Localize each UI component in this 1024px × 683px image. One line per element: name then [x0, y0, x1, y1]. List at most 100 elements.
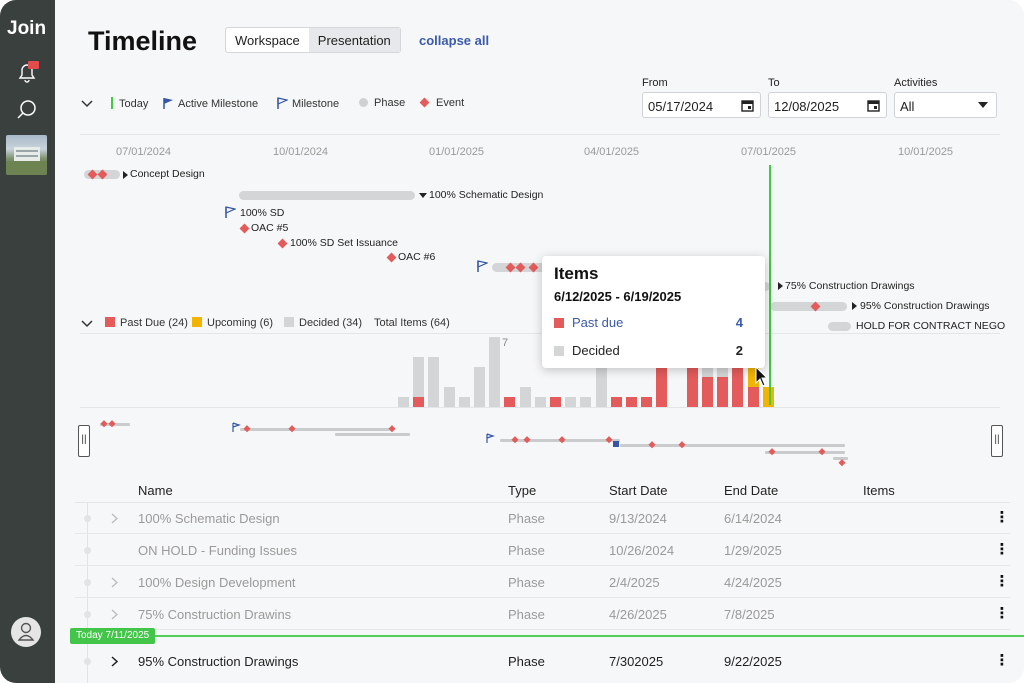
phase-bar-cd95[interactable] [770, 302, 847, 311]
chart-bar-decided[interactable] [428, 357, 440, 407]
event-marker[interactable] [239, 223, 250, 234]
row-start: 7/302025 [609, 654, 664, 669]
chart-bar-decided[interactable] [565, 397, 577, 407]
chart-bar-past_due[interactable] [747, 387, 759, 407]
kebab-menu-icon[interactable]: ⋮ [994, 541, 1010, 558]
timeline-label-concept[interactable]: Concept Design [130, 168, 205, 180]
kebab-menu-icon[interactable]: ⋮ [994, 652, 1010, 669]
axis-tick: 07/01/2025 [741, 146, 797, 158]
chart-bar-past_due[interactable] [656, 367, 668, 407]
row-end: 4/24/2025 [724, 575, 782, 590]
to-date-input[interactable]: 12/08/2025 [768, 92, 887, 118]
chart-bar-past_due[interactable] [717, 377, 729, 407]
bell-icon[interactable] [14, 60, 40, 86]
calendar-icon[interactable] [867, 99, 880, 112]
table-row[interactable]: 75% Construction Drawins Phase 4/26/2025… [75, 598, 1010, 630]
chart-bar-past_due[interactable] [550, 397, 561, 407]
chart-bar-past_due[interactable] [641, 397, 653, 407]
chart-bar-decided[interactable] [398, 397, 409, 407]
axis-tick: 04/01/2025 [584, 146, 640, 158]
timeline-label-hold[interactable]: HOLD FOR CONTRACT NEGO [856, 320, 1006, 332]
timeline-label-oac6[interactable]: OAC #6 [398, 251, 436, 263]
project-thumbnail[interactable] [6, 135, 47, 175]
col-header-type[interactable]: Type [508, 483, 537, 498]
chart-bar-decided[interactable] [717, 367, 729, 377]
event-marker[interactable] [386, 252, 397, 263]
chart-bar-past_due[interactable] [413, 397, 425, 407]
phase-bar-hold[interactable] [828, 322, 851, 331]
chart-bar-past_due[interactable] [702, 377, 713, 407]
tab-workspace[interactable]: Workspace [235, 33, 300, 48]
chevron-right-icon[interactable] [111, 577, 118, 588]
milestone-flag-icon[interactable] [224, 206, 236, 218]
chart-bar-past_due[interactable] [732, 367, 744, 407]
axis-tick: 10/01/2025 [898, 146, 954, 158]
col-header-name[interactable]: Name [138, 483, 173, 498]
tab-presentation[interactable]: Presentation [308, 28, 400, 52]
brand-logo: Join [7, 18, 47, 39]
legend-milestone: Milestone [276, 97, 339, 110]
event-marker[interactable] [277, 238, 288, 249]
chart-bar-decided[interactable] [534, 397, 546, 407]
chart-bar-decided[interactable] [580, 397, 592, 407]
tooltip-row-past-due[interactable]: Past due [554, 315, 623, 330]
axis-tick: 01/01/2025 [429, 146, 485, 158]
legend-event: Event [419, 97, 464, 109]
chevron-down-icon[interactable] [80, 98, 94, 110]
chart-bar-decided[interactable] [702, 367, 713, 377]
timeline-label-schematic[interactable]: 100% Schematic Design [429, 189, 544, 201]
chart-bar-past_due[interactable] [626, 397, 637, 407]
collapse-all-link[interactable]: collapse all [419, 33, 490, 48]
activities-value: All [900, 99, 915, 114]
legend-milestone-label: Milestone [292, 98, 340, 110]
timeline-label-cd75[interactable]: 75% Construction Drawings [785, 280, 915, 292]
chart-bar-past_due[interactable] [686, 367, 698, 407]
milestone-flag-icon[interactable] [476, 260, 488, 272]
table-row[interactable]: ON HOLD - Funding Issues Phase 10/26/202… [75, 534, 1010, 566]
user-avatar[interactable] [11, 617, 41, 647]
timeline-minimap[interactable] [95, 418, 985, 470]
chevron-right-icon[interactable] [111, 656, 118, 667]
table-row[interactable]: 100% Design Development Phase 2/4/2025 4… [75, 566, 1010, 598]
from-date-input[interactable]: 05/17/2024 [642, 92, 761, 118]
chart-bar-decided[interactable] [443, 387, 455, 407]
kebab-menu-icon[interactable]: ⋮ [994, 509, 1010, 526]
timeline-label-oac5[interactable]: OAC #5 [251, 222, 289, 234]
timeline-label-cd95[interactable]: 95% Construction Drawings [860, 300, 990, 312]
chevron-right-icon[interactable] [111, 513, 118, 524]
chart-bar-past_due[interactable] [610, 397, 622, 407]
range-handle-left[interactable]: || [78, 425, 90, 457]
chart-bar-decided[interactable] [519, 387, 531, 407]
chevron-right-icon[interactable] [111, 609, 118, 620]
caret-right-icon[interactable] [123, 171, 129, 179]
caret-right-icon[interactable] [852, 302, 858, 310]
sidebar: Join [0, 0, 55, 683]
col-header-items[interactable]: Items [863, 483, 895, 498]
search-icon[interactable] [14, 97, 40, 123]
row-type: Phase [508, 511, 545, 526]
caret-down-icon[interactable] [419, 193, 427, 199]
kebab-menu-icon[interactable]: ⋮ [994, 573, 1010, 590]
mouse-cursor-icon [755, 366, 769, 387]
range-handle-right[interactable]: || [991, 425, 1003, 457]
chart-bar-decided[interactable] [474, 367, 485, 407]
kebab-menu-icon[interactable]: ⋮ [994, 605, 1010, 622]
table-row[interactable]: 100% Schematic Design Phase 9/13/2024 6/… [75, 502, 1010, 534]
col-header-end[interactable]: End Date [724, 483, 779, 498]
col-header-start[interactable]: Start Date [609, 483, 668, 498]
chart-bar-decided[interactable] [595, 367, 607, 407]
calendar-icon[interactable] [741, 99, 754, 112]
chart-bar-decided[interactable] [458, 397, 470, 407]
activities-select[interactable]: All [894, 92, 997, 118]
table-row[interactable]: 95% Construction Drawings Phase 7/302025… [75, 645, 1010, 677]
today-swatch [111, 97, 113, 109]
chart-bar-past_due[interactable] [504, 397, 516, 407]
chart-bar-decided[interactable] [489, 337, 501, 407]
timeline-label-sd-set[interactable]: 100% SD Set Issuance [290, 237, 398, 249]
chart-bar-decided[interactable] [413, 357, 425, 397]
timeline-label-sd[interactable]: 100% SD [240, 207, 285, 219]
phase-bar-schematic[interactable] [239, 191, 415, 200]
legend-decided: Decided (34) [284, 317, 362, 329]
caret-right-icon[interactable] [778, 282, 784, 290]
chevron-down-icon[interactable] [80, 318, 94, 330]
